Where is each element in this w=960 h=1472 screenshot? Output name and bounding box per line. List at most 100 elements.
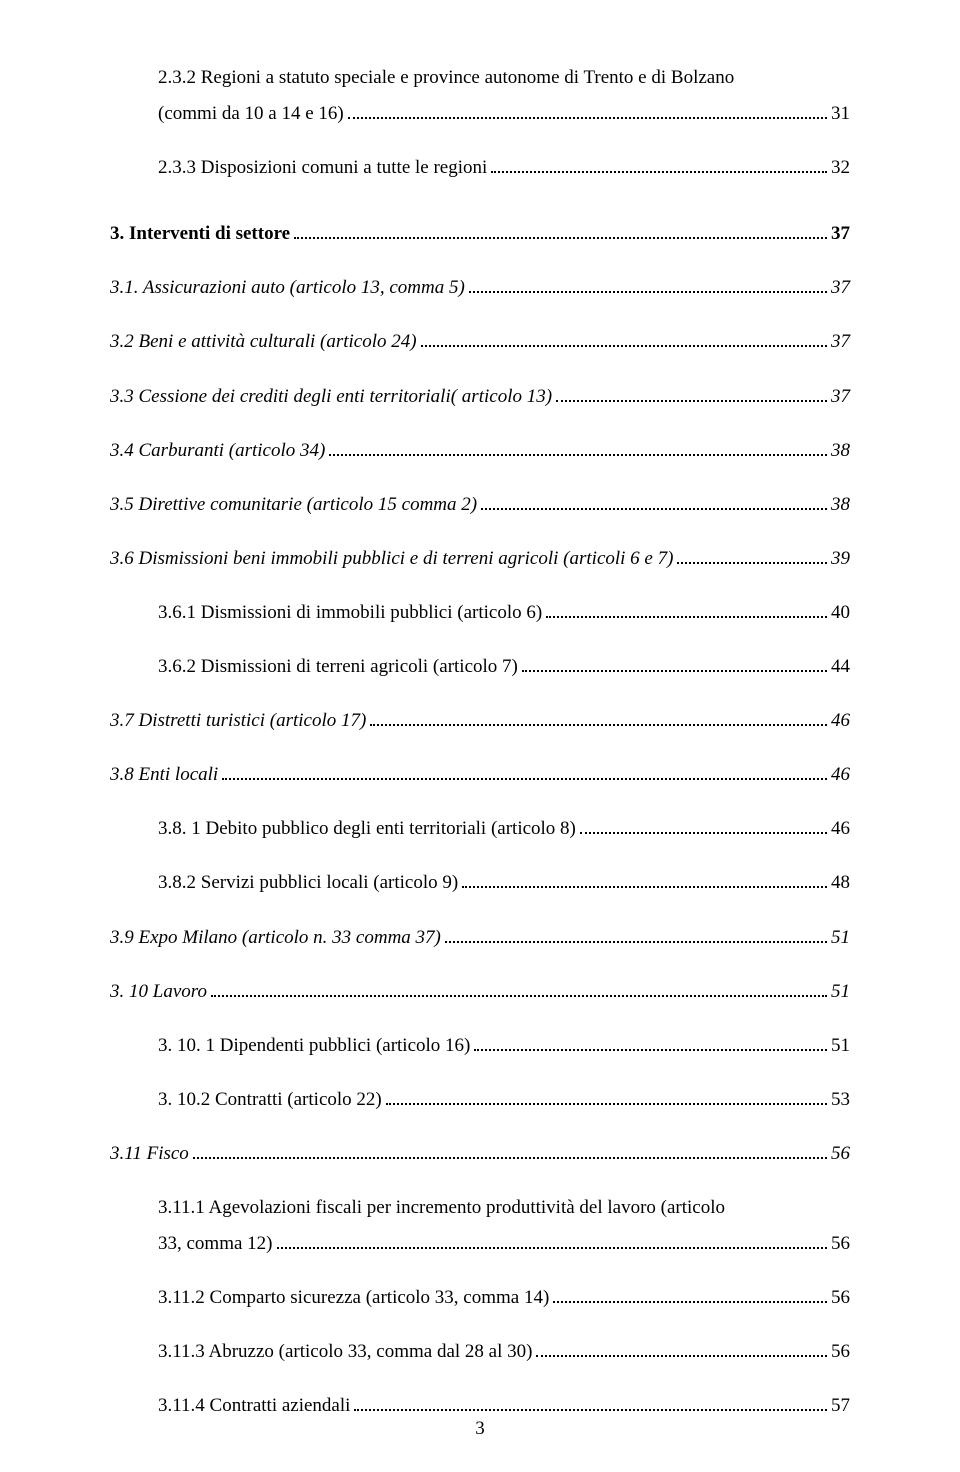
toc-leader (193, 1157, 827, 1159)
page-number: 3 (0, 1418, 960, 1440)
spacer (110, 964, 850, 974)
toc-page-number: 37 (831, 324, 850, 360)
toc-entry: 3.8 Enti locali 46 (110, 757, 850, 793)
toc-page-number: 56 (831, 1334, 850, 1370)
toc-page-number: 38 (831, 487, 850, 523)
spacer (110, 585, 850, 595)
spacer (110, 693, 850, 703)
toc-label: 3.8.2 Servizi pubblici locali (articolo … (158, 865, 458, 901)
spacer (110, 1378, 850, 1388)
toc-leader (462, 886, 827, 888)
spacer (110, 801, 850, 811)
toc-label: 3.11.2 Comparto sicurezza (articolo 33, … (158, 1280, 549, 1316)
toc-entry: 3.11.3 Abruzzo (articolo 33, comma dal 2… (158, 1334, 850, 1370)
toc-label: 3.8 Enti locali (110, 757, 218, 793)
toc-leader (474, 1049, 827, 1051)
toc-leader (491, 171, 827, 173)
toc-entry: 3.9 Expo Milano (articolo n. 33 comma 37… (110, 920, 850, 956)
toc-page-number: 39 (831, 541, 850, 577)
toc-entry-lastline: (commi da 10 a 14 e 16) 31 (158, 96, 850, 132)
toc-entry: 3.6 Dismissioni beni immobili pubblici e… (110, 541, 850, 577)
toc-label: 3.4 Carburanti (articolo 34) (110, 433, 325, 469)
toc-label: 3.9 Expo Milano (articolo n. 33 comma 37… (110, 920, 441, 956)
toc-label: 3.5 Direttive comunitarie (articolo 15 c… (110, 487, 477, 523)
spacer (110, 260, 850, 270)
toc-page-number: 48 (831, 865, 850, 901)
toc-leader (445, 941, 827, 943)
toc-entry: 3. 10.2 Contratti (articolo 22) 53 (158, 1082, 850, 1118)
toc-label: 3.6 Dismissioni beni immobili pubblici e… (110, 541, 673, 577)
toc-leader (354, 1409, 827, 1411)
toc-entry: 3.6.1 Dismissioni di immobili pubblici (… (158, 595, 850, 631)
toc-label: 3.8. 1 Debito pubblico degli enti territ… (158, 811, 576, 847)
toc-page-number: 56 (831, 1136, 850, 1172)
toc-leader (277, 1247, 827, 1249)
toc-entry: 3.1. Assicurazioni auto (articolo 13, co… (110, 270, 850, 306)
toc-label: 3. 10.2 Contratti (articolo 22) (158, 1082, 382, 1118)
toc-entry: 3.11.2 Comparto sicurezza (articolo 33, … (158, 1280, 850, 1316)
spacer (110, 194, 850, 216)
toc-entry: 3. 10. 1 Dipendenti pubblici (articolo 1… (158, 1028, 850, 1064)
toc-label: 3.6.1 Dismissioni di immobili pubblici (… (158, 595, 542, 631)
toc-page-number: 51 (831, 974, 850, 1010)
toc-label: 3.1. Assicurazioni auto (articolo 13, co… (110, 270, 465, 306)
toc-leader (294, 237, 827, 239)
toc-entry: 3.4 Carburanti (articolo 34) 38 (110, 433, 850, 469)
toc-leader (421, 345, 827, 347)
toc-entry: 3. 10 Lavoro51 (110, 974, 850, 1010)
toc-leader (522, 670, 827, 672)
toc-entry: 3.11 Fisco56 (110, 1136, 850, 1172)
toc-page-number: 31 (831, 96, 850, 132)
toc-leader (211, 995, 827, 997)
toc-leader (556, 400, 827, 402)
spacer (110, 369, 850, 379)
toc-leader (469, 291, 827, 293)
spacer (110, 1072, 850, 1082)
toc-label: 3.3 Cessione dei crediti degli enti terr… (110, 379, 552, 415)
toc-leader (553, 1301, 827, 1303)
toc-label: 2.3.3 Disposizioni comuni a tutte le reg… (158, 150, 487, 186)
spacer (110, 531, 850, 541)
toc-leader (370, 724, 827, 726)
spacer (110, 1018, 850, 1028)
spacer (110, 477, 850, 487)
toc-entry-lastline: 33, comma 12) 56 (158, 1226, 850, 1262)
toc-label-line1: 3.11.1 Agevolazioni fiscali per incremen… (158, 1190, 850, 1226)
toc-page-number: 51 (831, 1028, 850, 1064)
spacer (110, 1324, 850, 1334)
toc-label: 3.2 Beni e attività culturali (articolo … (110, 324, 417, 360)
toc-entry: 3.2 Beni e attività culturali (articolo … (110, 324, 850, 360)
toc-page-number: 56 (831, 1226, 850, 1262)
toc-label-line1: 2.3.2 Regioni a statuto speciale e provi… (158, 60, 850, 96)
toc-label: 3.11.3 Abruzzo (articolo 33, comma dal 2… (158, 1334, 532, 1370)
toc-leader (348, 117, 827, 119)
toc-leader (677, 562, 827, 564)
spacer (110, 639, 850, 649)
toc-page-number: 38 (831, 433, 850, 469)
toc-leader (546, 616, 827, 618)
spacer (110, 1126, 850, 1136)
spacer (110, 423, 850, 433)
toc-page-number: 53 (831, 1082, 850, 1118)
spacer (110, 140, 850, 150)
toc-leader (481, 508, 827, 510)
toc-entry: 3.7 Distretti turistici (articolo 17)46 (110, 703, 850, 739)
toc-page-number: 44 (831, 649, 850, 685)
toc-leader (536, 1355, 827, 1357)
toc-entry: 3.6.2 Dismissioni di terreni agricoli (a… (158, 649, 850, 685)
toc-label-line2: 33, comma 12) (158, 1226, 273, 1262)
toc-leader (329, 454, 827, 456)
toc-page-number: 46 (831, 757, 850, 793)
spacer (110, 314, 850, 324)
toc-page-number: 56 (831, 1280, 850, 1316)
spacer (110, 910, 850, 920)
spacer (110, 747, 850, 757)
toc-label: 3. 10. 1 Dipendenti pubblici (articolo 1… (158, 1028, 470, 1064)
toc-leader (222, 778, 827, 780)
toc-page-number: 37 (831, 216, 850, 252)
toc-page-number: 46 (831, 703, 850, 739)
toc-page-number: 40 (831, 595, 850, 631)
toc-entry: 3.8. 1 Debito pubblico degli enti territ… (158, 811, 850, 847)
toc-entry: 3.11.1 Agevolazioni fiscali per incremen… (158, 1190, 850, 1262)
toc-page-number: 37 (831, 270, 850, 306)
